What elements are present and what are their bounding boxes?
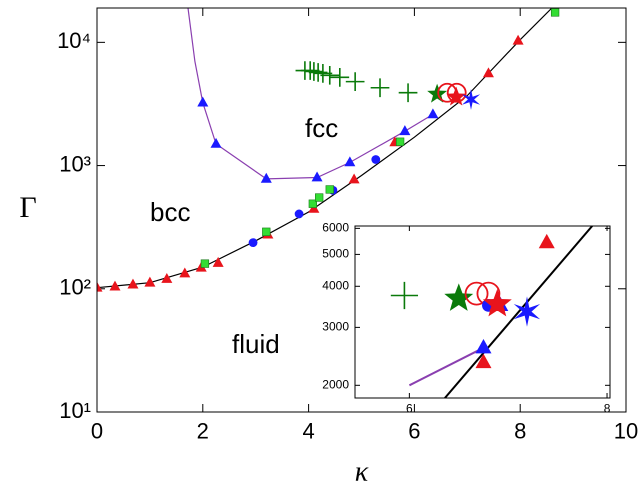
y-tick-label: 10¹ (59, 398, 91, 423)
square-marker (200, 259, 210, 268)
plus-marker (308, 63, 328, 82)
plot-frame (96, 7, 627, 413)
triangle-marker (210, 137, 222, 148)
plus-marker (390, 281, 419, 310)
plus-marker (370, 78, 390, 98)
y-tick-label: 10⁴ (57, 28, 91, 53)
series-layer (97, 8, 560, 292)
curve (408, 346, 484, 387)
curve (444, 226, 593, 398)
x-tick-label: 0 (91, 419, 103, 444)
star-marker (446, 86, 467, 106)
y-tick-label: 5000 (322, 247, 349, 261)
circle-marker (294, 209, 304, 219)
star-marker (427, 83, 448, 103)
plus-marker (345, 72, 365, 91)
triangle-marker (538, 233, 555, 249)
x-tick-label: 10 (614, 419, 638, 444)
y-axis-label: Γ (19, 191, 36, 224)
region-label: bcc (150, 197, 190, 227)
y-tick-label: 10² (59, 275, 91, 300)
x-tick-label: 8 (604, 402, 611, 416)
triangle-marker (179, 267, 191, 278)
x-tick-label: 6 (408, 419, 420, 444)
triangle-marker (427, 108, 439, 119)
x-tick-label: 2 (197, 419, 209, 444)
square-marker (315, 193, 324, 202)
plot-frame (354, 225, 611, 399)
triangle-marker (260, 172, 272, 183)
triangle-marker (212, 256, 224, 267)
y-tick-label: 10³ (59, 151, 91, 176)
triangle-marker (144, 276, 156, 287)
plus-marker (330, 67, 350, 87)
square-marker (325, 185, 334, 194)
x-axis-label: κ (355, 456, 369, 487)
triangle-marker (475, 339, 492, 354)
plot-area (355, 226, 610, 398)
triangle-marker (475, 353, 492, 369)
square-marker (395, 137, 405, 146)
y-tick-label: 6000 (322, 221, 349, 235)
plus-marker (320, 65, 340, 85)
circle-marker (248, 238, 258, 248)
series-layer (390, 226, 593, 398)
x-tick-label: 8 (514, 419, 526, 444)
y-tick-label: 3000 (322, 320, 349, 334)
x-tick-label: 6 (406, 402, 413, 416)
square-marker (550, 8, 560, 17)
triangle-marker (348, 173, 360, 184)
triangle-marker (109, 280, 121, 291)
triangle-marker (512, 34, 524, 45)
x-tick-label: 4 (302, 419, 314, 444)
triangle-marker (127, 278, 139, 289)
inset-chart: 6 8 2000 3000 4000 5000 6000 (322, 221, 610, 416)
region-label: fluid (232, 329, 280, 359)
open-circle-marker (464, 281, 489, 306)
triangle-marker (161, 272, 173, 283)
asterisk-marker (462, 89, 481, 110)
triangle-marker (482, 67, 494, 78)
plus-marker (304, 62, 324, 81)
y-tick-label: 4000 (322, 278, 349, 292)
star-marker (444, 283, 474, 311)
circle-marker (371, 155, 381, 164)
triangle-marker (197, 96, 209, 107)
plus-marker (398, 83, 418, 103)
square-marker (262, 227, 271, 236)
plus-marker (300, 61, 320, 80)
square-marker (308, 199, 317, 208)
y-tick-label: 2000 (322, 377, 349, 391)
triangle-marker (399, 125, 411, 136)
asterisk-marker (513, 296, 541, 327)
region-label: fcc (305, 113, 338, 143)
triangle-marker (97, 281, 103, 292)
triangle-marker (344, 156, 356, 167)
star-marker (482, 288, 512, 317)
triangle-marker (311, 171, 323, 182)
